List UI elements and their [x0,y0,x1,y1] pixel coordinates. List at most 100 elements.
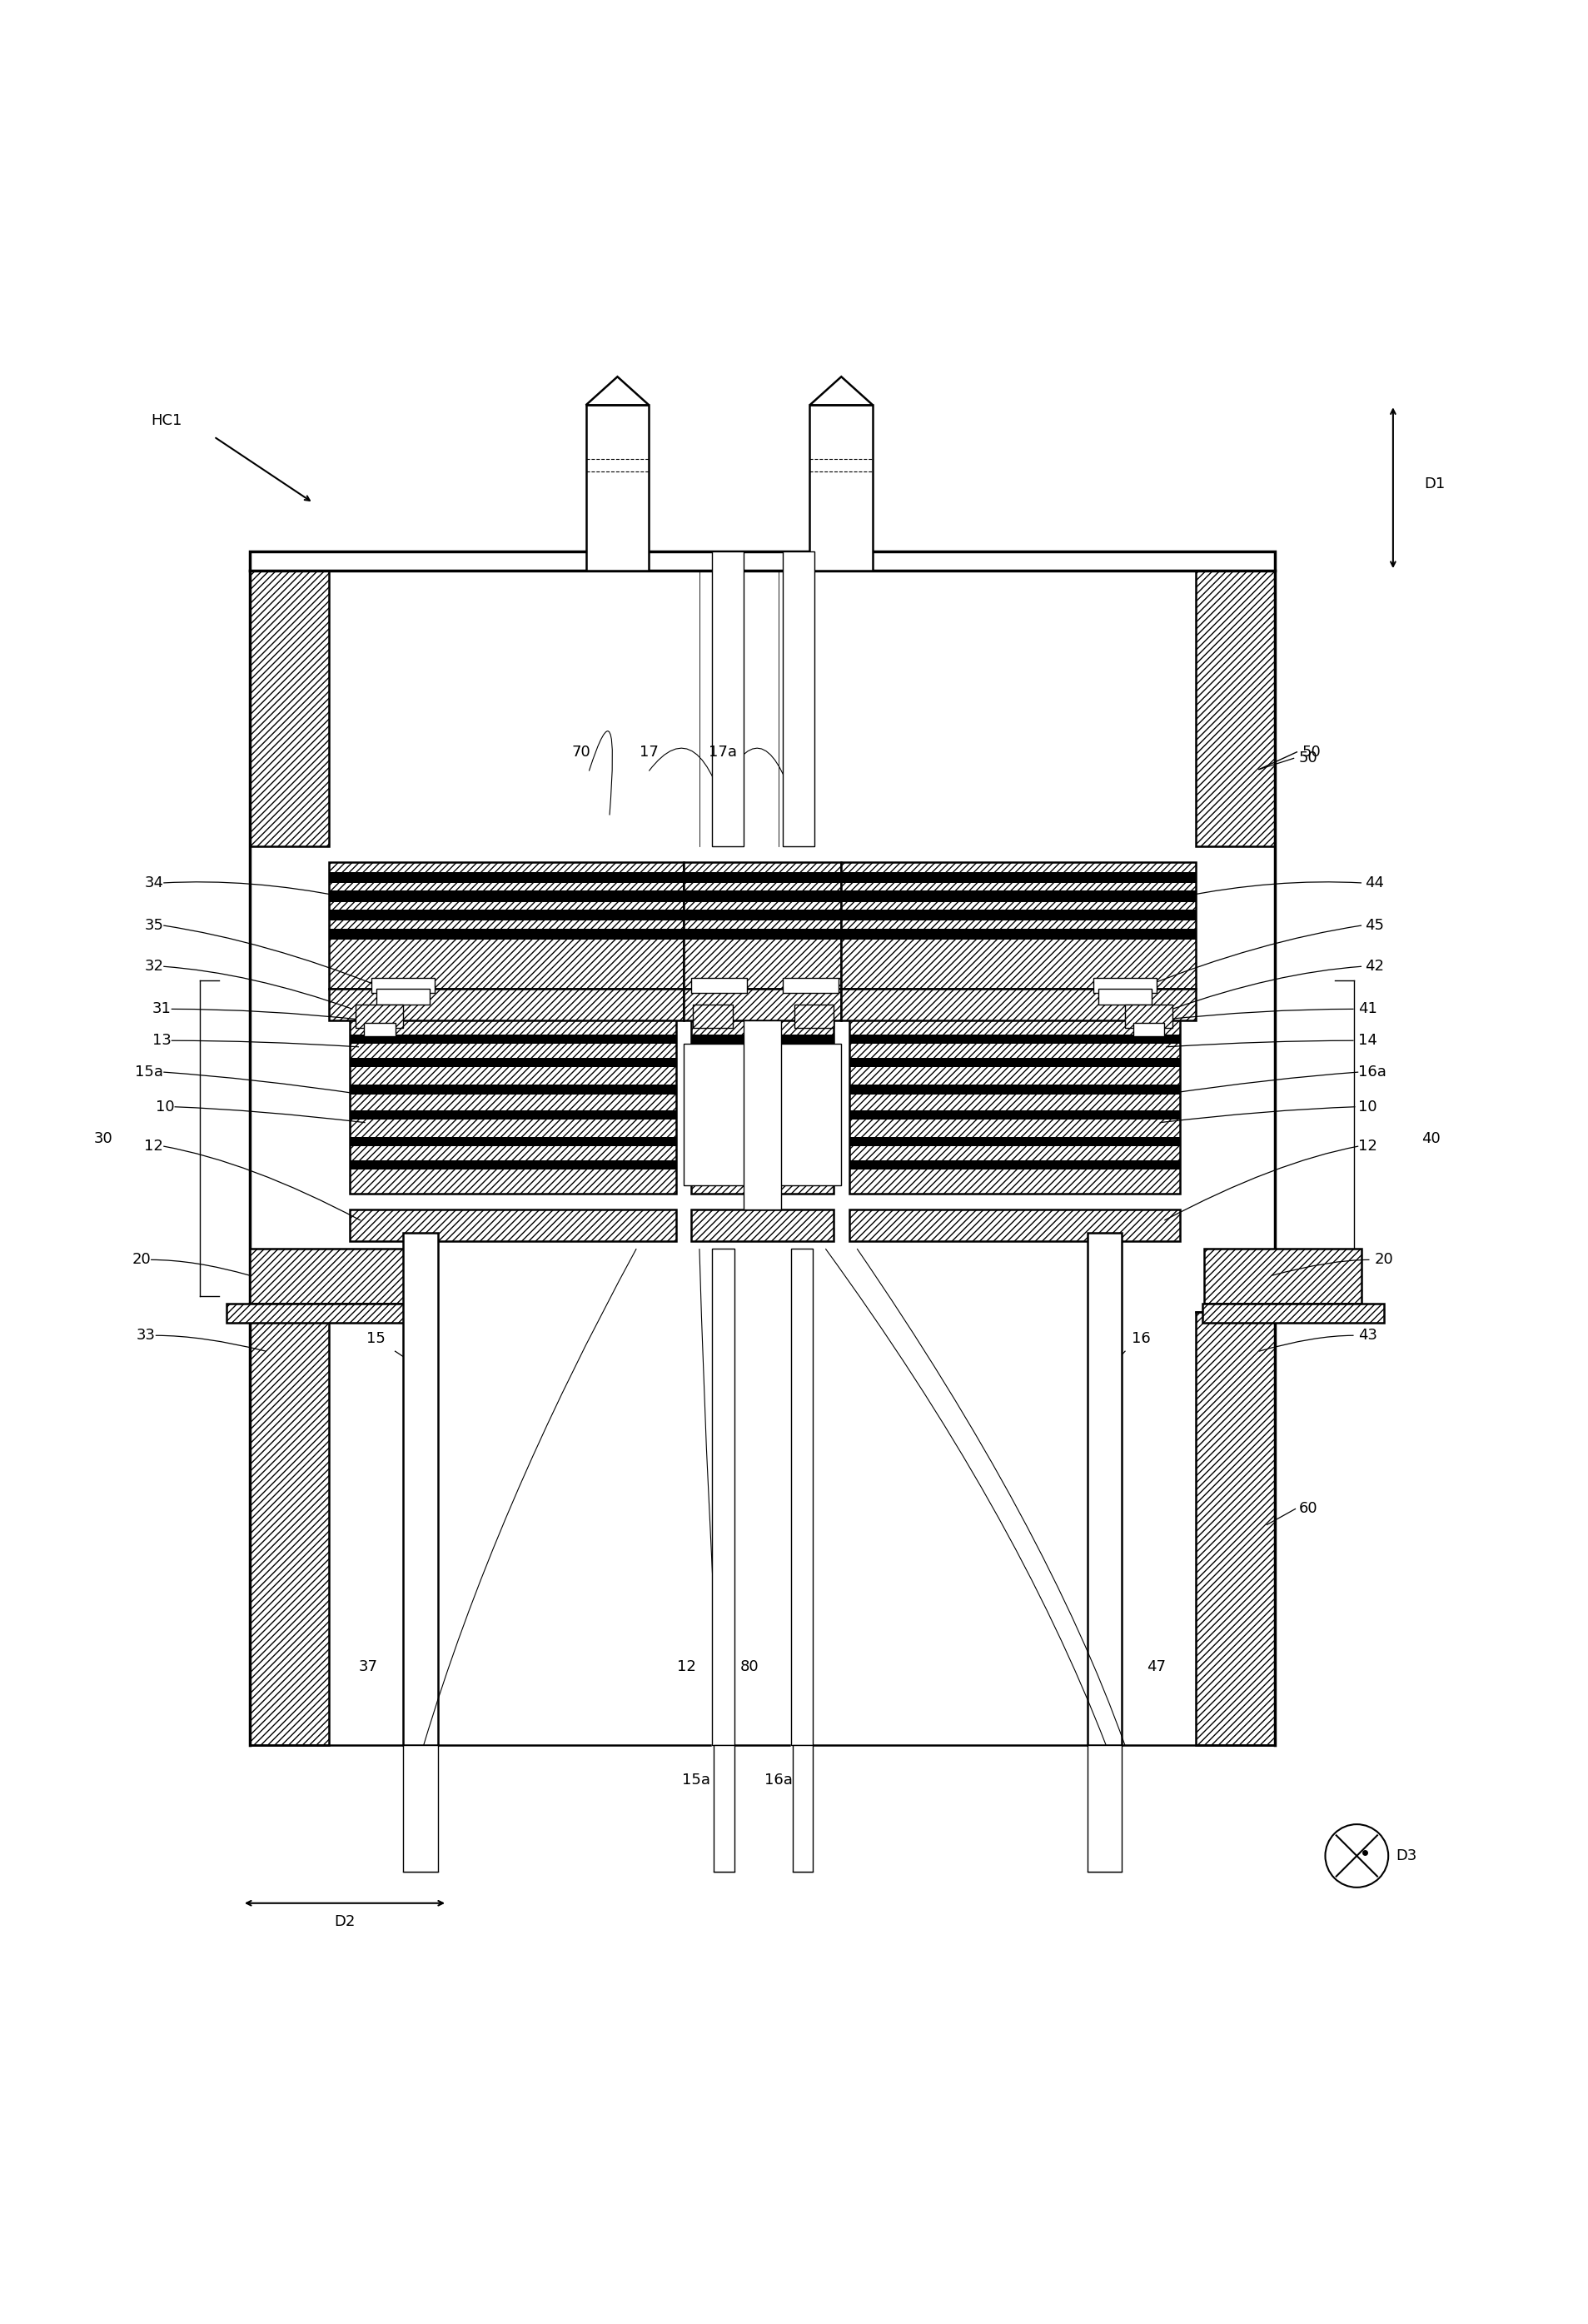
Text: 13: 13 [152,1034,172,1048]
Bar [850,1111,1180,1120]
Bar [842,930,1196,939]
Bar [850,1136,1180,1146]
Bar [1088,1234,1121,1745]
Bar [842,862,1196,988]
Text: 32: 32 [145,960,164,974]
Bar [349,1004,676,1195]
Bar [349,1057,676,1067]
Text: 40: 40 [1421,1132,1440,1146]
Bar [349,1111,676,1120]
Bar [850,1085,1180,1095]
Bar [329,572,1196,846]
Bar [850,1004,1180,1195]
Bar [403,1745,438,1871]
Bar [810,404,873,572]
Bar [791,1248,813,1745]
Bar [684,890,842,902]
Bar [842,909,1196,920]
Bar [684,1043,842,1185]
Bar [251,551,1275,572]
Bar [684,862,842,988]
Bar [372,978,435,992]
Bar [1132,1023,1164,1037]
Bar [329,930,684,939]
Text: 15: 15 [367,1332,386,1346]
Text: 16a: 16a [1358,1064,1386,1081]
Bar [691,1085,834,1095]
Text: 10: 10 [156,1099,175,1113]
Bar [329,988,684,1020]
Bar [356,1004,403,1027]
Bar [850,1034,1180,1043]
Text: 31: 31 [152,1002,172,1016]
Text: 17: 17 [640,744,659,760]
Bar [842,890,1196,902]
Bar [794,1004,834,1027]
Bar [691,1136,834,1146]
Bar [692,1004,732,1027]
Bar [842,988,1196,1020]
Text: 16: 16 [1131,1332,1150,1346]
Bar [1196,572,1275,846]
Text: 33: 33 [137,1327,156,1343]
Bar [349,1160,676,1169]
Text: 60: 60 [1299,1501,1318,1518]
Bar [1204,1248,1361,1304]
Bar [792,1745,813,1871]
Text: 41: 41 [1358,1002,1377,1016]
Bar [691,1111,834,1120]
Bar [349,1136,676,1146]
Text: D2: D2 [333,1915,356,1929]
Bar [329,862,684,988]
Bar [684,872,842,883]
Bar [403,1234,438,1745]
Bar [684,988,842,1020]
Text: 80: 80 [740,1659,759,1673]
Text: 47: 47 [1147,1659,1166,1673]
Bar [329,890,684,902]
Text: 12: 12 [145,1139,164,1153]
Bar [691,978,746,992]
Text: D1: D1 [1424,476,1445,490]
Bar [850,1160,1180,1169]
Bar [376,988,430,1004]
Text: 35: 35 [145,918,164,932]
Bar [364,1023,395,1037]
Bar [850,1057,1180,1067]
Text: 45: 45 [1364,918,1383,932]
Bar [586,404,649,572]
Text: 17a: 17a [708,744,737,760]
Text: 12: 12 [1358,1139,1377,1153]
Bar [691,1160,834,1169]
Text: 50: 50 [1299,751,1318,767]
Text: D3: D3 [1396,1848,1418,1864]
Bar [1196,1311,1275,1745]
Text: 50: 50 [1302,744,1321,760]
Text: 15a: 15a [135,1064,164,1081]
Bar [251,1311,329,1745]
Text: 14: 14 [1358,1034,1377,1048]
Text: 37: 37 [359,1659,378,1673]
Bar [251,572,329,846]
Bar [711,1248,734,1745]
Bar [684,909,842,920]
Text: 16a: 16a [764,1773,792,1787]
Bar [713,1745,734,1871]
Bar [783,978,838,992]
Text: 70: 70 [572,744,591,760]
Bar [1124,1004,1172,1027]
Bar [1099,988,1151,1004]
Polygon shape [586,376,649,404]
Text: 44: 44 [1364,876,1383,890]
Bar [691,1034,834,1043]
Bar [329,872,684,883]
Bar [349,1085,676,1095]
Bar [691,1057,834,1067]
Text: 34: 34 [145,876,164,890]
Bar [1088,1745,1121,1871]
Bar [349,1208,676,1241]
Text: 42: 42 [1364,960,1383,974]
Bar [743,1020,781,1208]
Bar [691,1004,834,1195]
Bar [691,1208,834,1241]
